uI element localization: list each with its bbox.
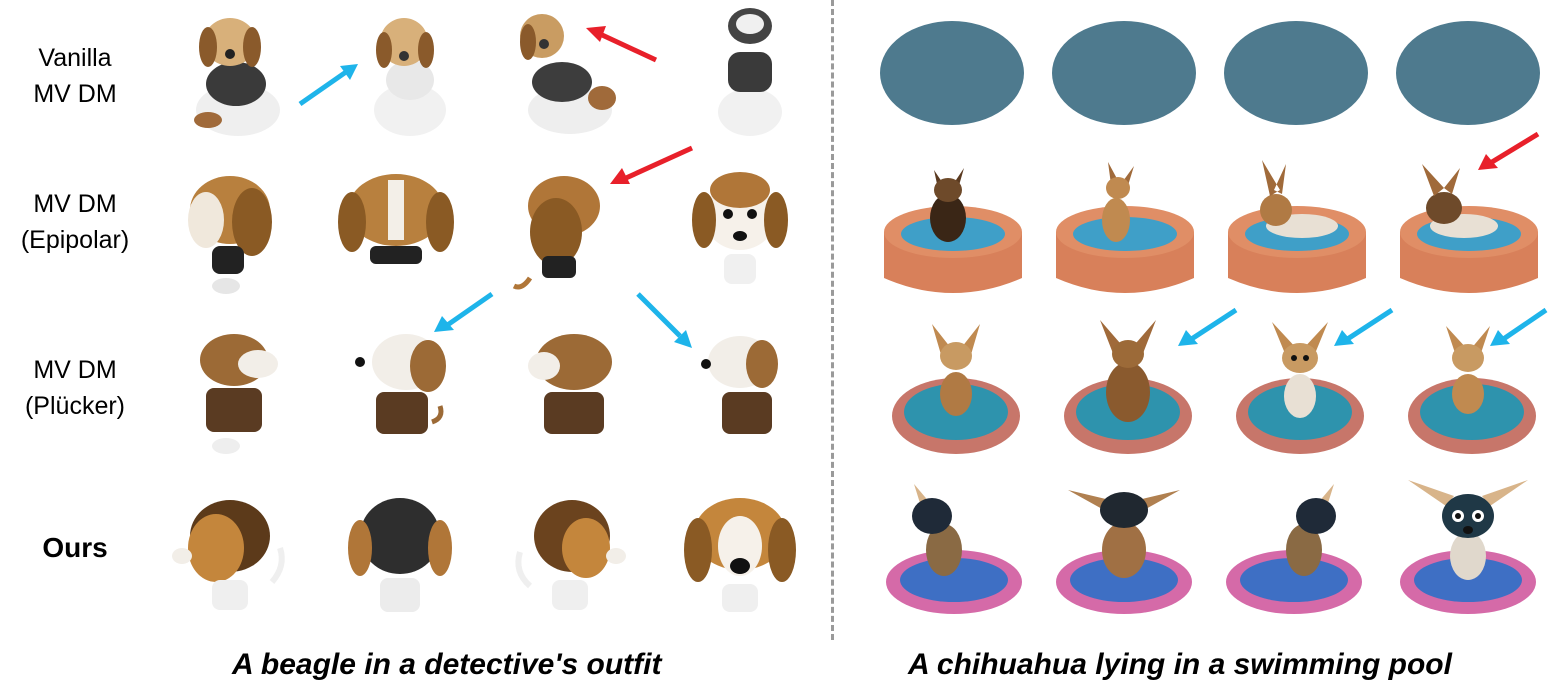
chihuahua-plucker-view-2 <box>1060 312 1196 458</box>
arrow-red-icon <box>1478 131 1540 170</box>
row-label-vanilla: Vanilla MV DM <box>0 40 150 112</box>
panel-divider <box>831 0 834 640</box>
beagle-plucker-view-2 <box>336 322 476 462</box>
caption-left: A beagle in a detective's outfit <box>232 648 662 681</box>
beagle-epipolar-view-4 <box>670 160 810 300</box>
beagle-epipolar-view-3 <box>500 160 640 300</box>
chihuahua-epipolar-view-1 <box>878 148 1028 300</box>
beagle-ours-view-3 <box>500 486 640 626</box>
arrow-red-icon <box>586 26 658 63</box>
beagle-vanilla-view-3 <box>500 2 640 142</box>
chihuahua-ours-view-4 <box>1398 476 1538 618</box>
beagle-vanilla-view-4 <box>680 2 820 142</box>
beagle-plucker-view-3 <box>504 322 644 462</box>
arrow-blue-icon <box>434 291 494 332</box>
chihuahua-vanilla-view-2 <box>1050 18 1198 128</box>
arrow-blue-icon <box>1490 307 1548 346</box>
beagle-vanilla-view-1 <box>168 2 308 142</box>
beagle-ours-view-2 <box>330 486 470 626</box>
row-label-line: MV DM <box>33 80 117 108</box>
chihuahua-epipolar-view-3 <box>1222 148 1372 300</box>
chihuahua-vanilla-view-1 <box>878 18 1026 128</box>
chihuahua-epipolar-view-2 <box>1050 148 1200 300</box>
row-label-line: (Epipolar) <box>20 226 130 254</box>
row-label-plucker: MV DM (Plücker) <box>0 352 150 424</box>
beagle-plucker-view-4 <box>680 322 820 462</box>
arrow-blue-icon <box>636 292 692 348</box>
arrow-blue-icon <box>298 64 358 107</box>
chihuahua-epipolar-view-4 <box>1394 148 1544 300</box>
caption-right: A chihuahua lying in a swimming pool <box>908 648 1452 681</box>
beagle-ours-view-4 <box>670 486 810 626</box>
beagle-vanilla-view-2 <box>340 2 480 142</box>
row-label-line: Ours <box>42 532 108 563</box>
chihuahua-ours-view-1 <box>884 476 1024 618</box>
arrow-blue-icon <box>1178 307 1238 346</box>
beagle-plucker-view-1 <box>170 322 310 462</box>
chihuahua-vanilla-view-4 <box>1394 18 1542 128</box>
beagle-epipolar-view-2 <box>326 160 466 300</box>
row-label-line: MV DM <box>33 190 117 218</box>
row-label-line: Vanilla <box>38 44 112 72</box>
chihuahua-plucker-view-1 <box>888 312 1024 458</box>
row-label-line: (Plücker) <box>24 392 125 420</box>
arrow-blue-icon <box>1334 307 1394 346</box>
chihuahua-ours-view-2 <box>1054 476 1194 618</box>
chihuahua-vanilla-view-3 <box>1222 18 1370 128</box>
row-label-ours: Ours <box>0 530 150 566</box>
chihuahua-ours-view-3 <box>1224 476 1364 618</box>
row-label-line: MV DM <box>33 356 117 384</box>
arrow-red-icon <box>610 145 694 184</box>
chihuahua-plucker-view-3 <box>1232 312 1368 458</box>
chihuahua-plucker-view-4 <box>1404 312 1540 458</box>
beagle-ours-view-1 <box>160 486 300 626</box>
beagle-epipolar-view-1 <box>160 160 300 300</box>
row-label-epipolar: MV DM (Epipolar) <box>0 186 150 258</box>
